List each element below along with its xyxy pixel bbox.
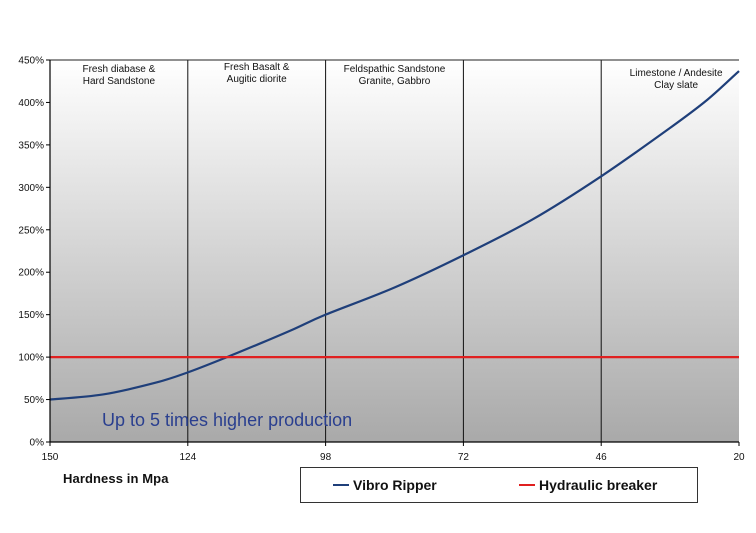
annotation-text: Up to 5 times higher production [102,410,352,430]
legend-label-hydraulic-breaker: Hydraulic breaker [539,477,658,493]
x-tick-label: 72 [458,452,470,463]
legend: Vibro Ripper Hydraulic breaker [300,467,698,503]
y-tick-label: 450% [18,56,44,67]
x-tick-label: 98 [320,452,332,463]
x-axis-title: Hardness in Mpa [63,471,169,486]
x-tick-label: 46 [596,452,608,463]
y-tick-label: 100% [18,353,44,364]
x-tick-label: 20 [733,452,745,463]
region-label: Hard Sandstone [83,76,156,87]
region-label: Fresh Basalt & [224,62,290,73]
y-tick-label: 400% [18,98,44,109]
legend-item-hydraulic-breaker: Hydraulic breaker [519,477,657,493]
region-label: Augitic diorite [227,74,287,85]
y-tick-label: 50% [24,395,44,406]
y-tick-label: 0% [30,438,45,449]
region-label: Fresh diabase & [82,64,155,75]
y-tick-label: 300% [18,183,44,194]
region-label: Granite, Gabbro [359,76,431,87]
plot-background [50,60,739,442]
legend-swatch-vibro-ripper [333,484,349,486]
legend-label-vibro-ripper: Vibro Ripper [353,477,437,493]
x-tick-label: 124 [179,452,196,463]
y-tick-label: 350% [18,140,44,151]
region-label: Feldspathic Sandstone [344,64,446,75]
region-label: Clay slate [654,80,698,91]
series-line-vibro-ripper [49,70,740,401]
y-tick-label: 250% [18,225,44,236]
legend-swatch-hydraulic-breaker [519,484,535,486]
y-tick-label: 150% [18,310,44,321]
legend-item-vibro-ripper: Vibro Ripper [333,477,437,493]
region-label: Limestone / Andesite [630,68,723,79]
x-tick-label: 150 [42,452,59,463]
y-tick-label: 200% [18,268,44,279]
